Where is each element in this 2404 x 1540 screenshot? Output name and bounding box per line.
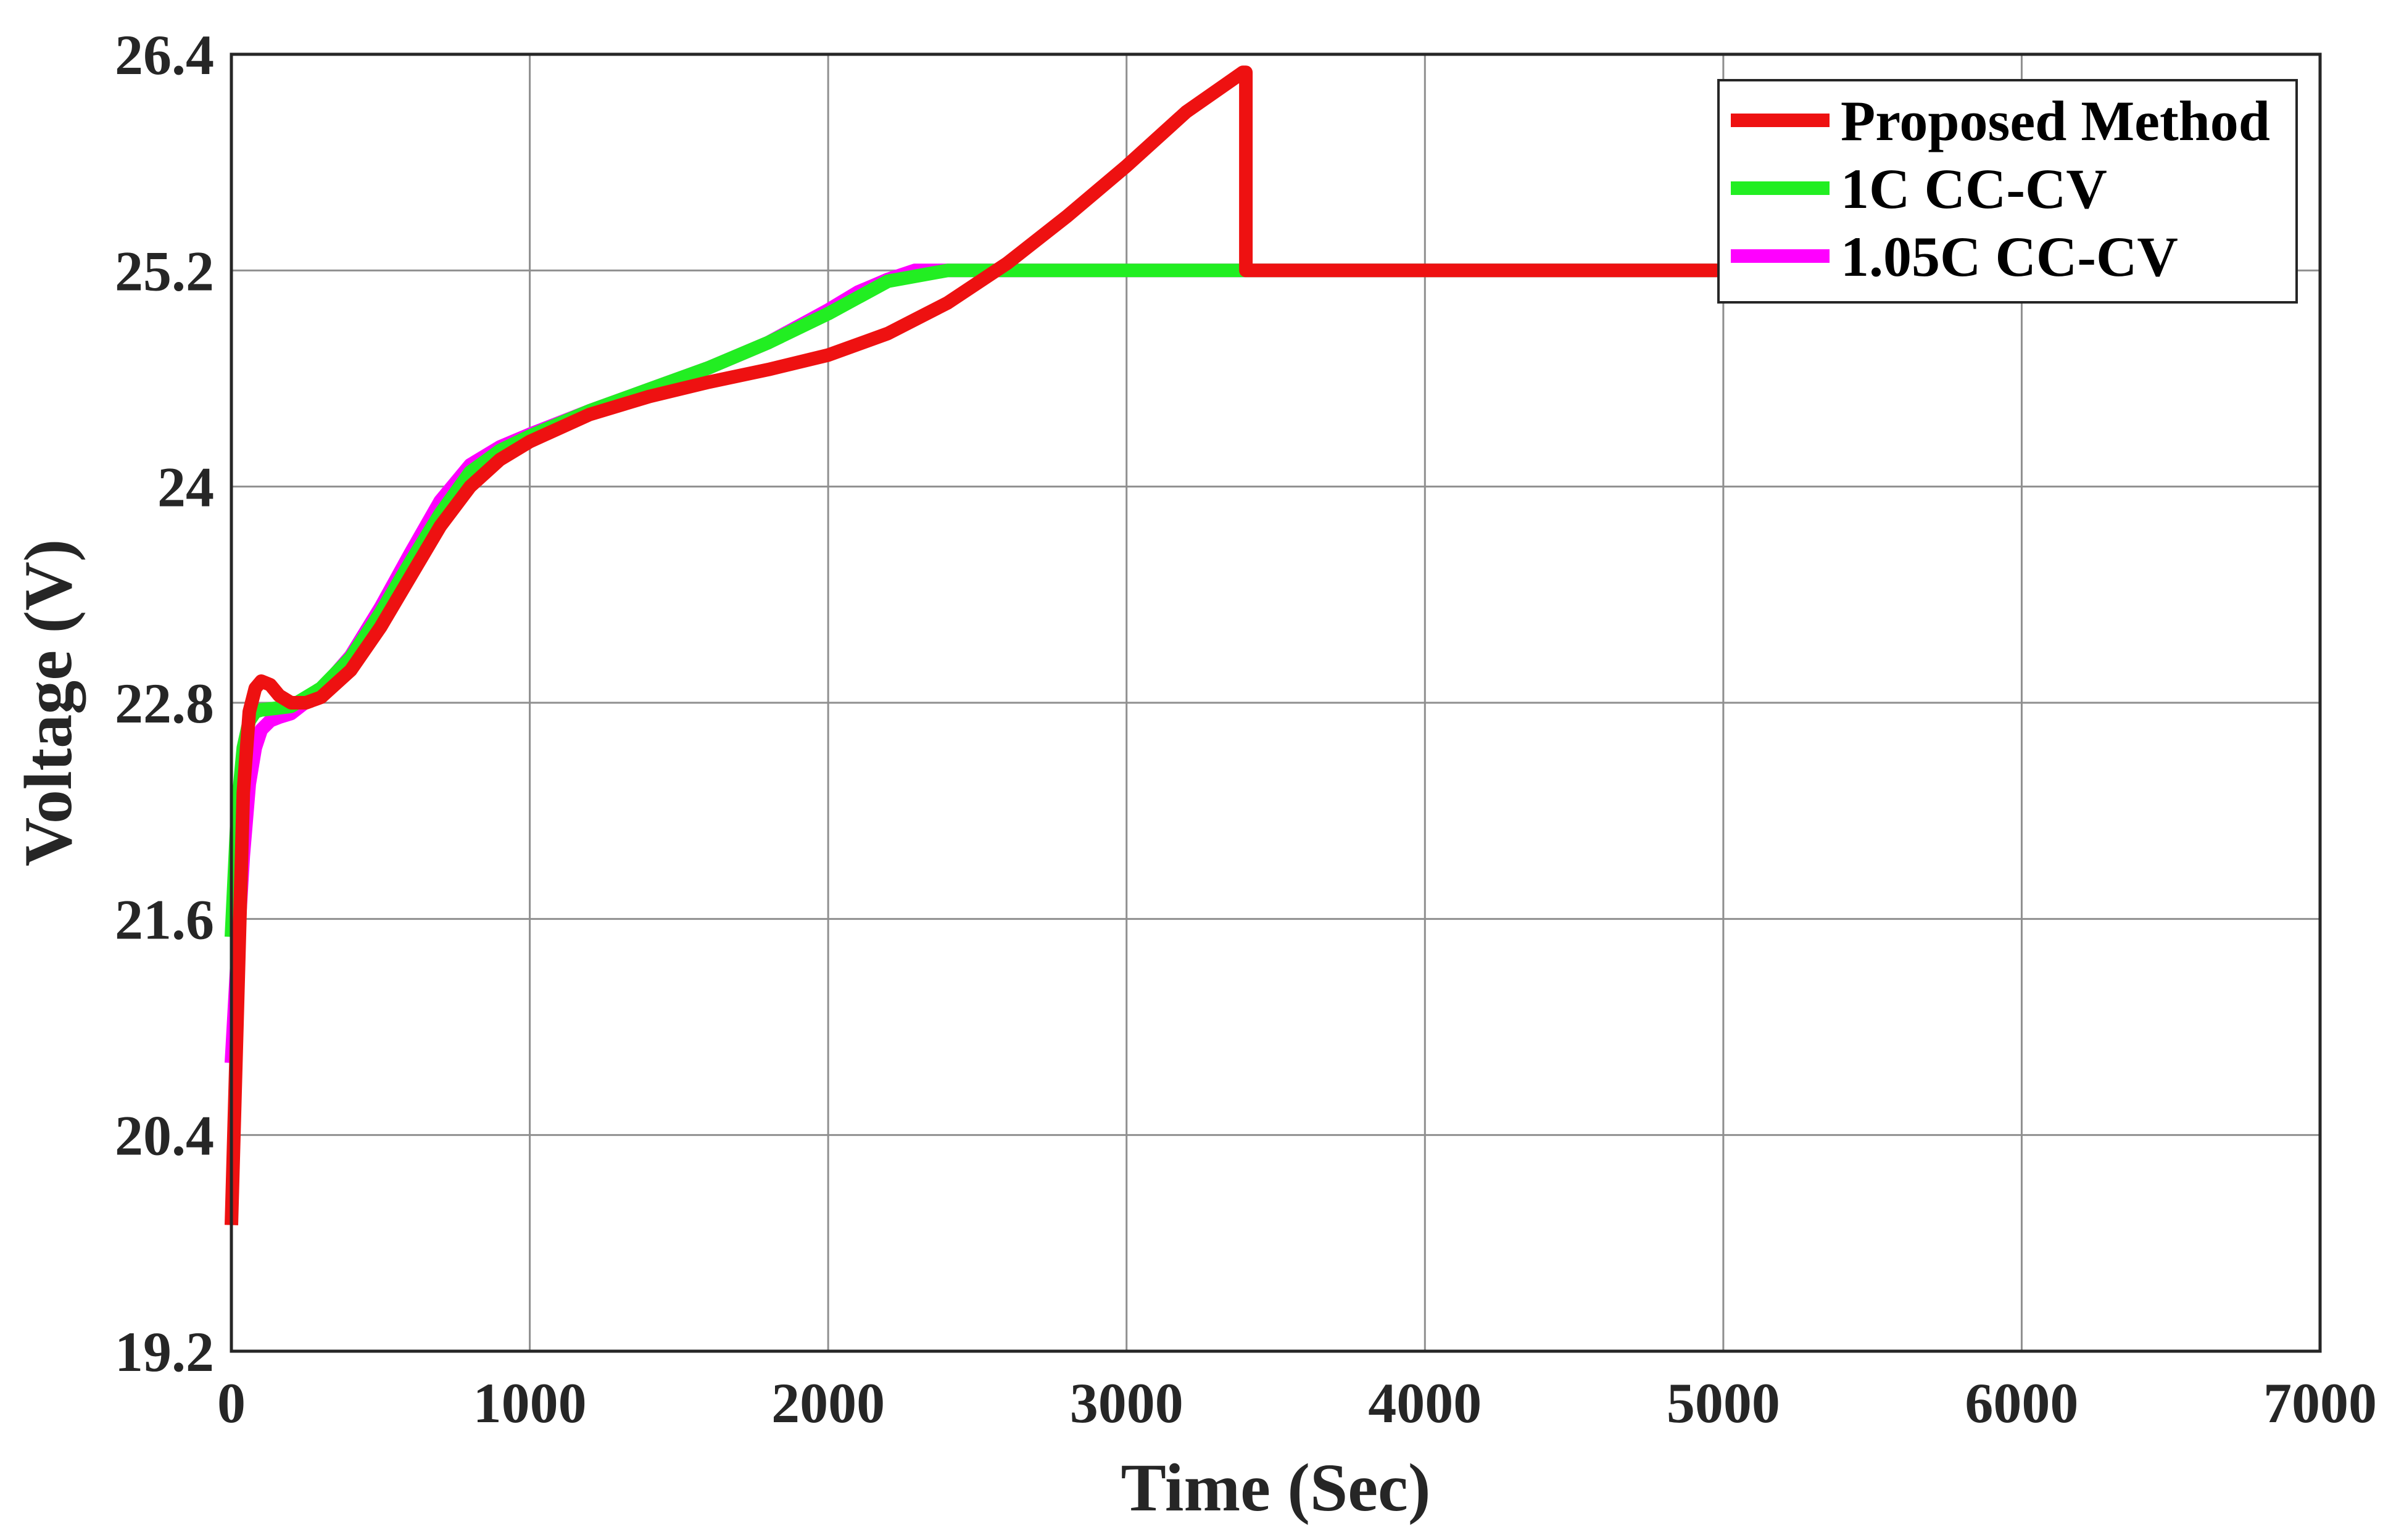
y-tick-label: 19.2	[115, 1320, 214, 1383]
x-axis-label: Time (Sec)	[1121, 1450, 1431, 1525]
legend-label: Proposed Method	[1841, 89, 2270, 152]
legend-label: 1.05C CC-CV	[1841, 225, 2178, 288]
y-tick-label: 21.6	[115, 888, 214, 951]
x-tick-label: 1000	[473, 1372, 587, 1434]
series-layer	[225, 65, 1723, 1225]
x-tick-label: 2000	[771, 1372, 885, 1434]
x-tick-label: 5000	[1667, 1372, 1780, 1434]
y-tick-label: 22.8	[115, 672, 214, 735]
x-tick-label: 3000	[1070, 1372, 1183, 1434]
legend-label: 1C CC-CV	[1841, 157, 2107, 220]
x-tick-label: 0	[217, 1372, 246, 1434]
y-tick-label: 24	[157, 456, 214, 519]
y-tick-label: 25.2	[115, 239, 214, 302]
series-line-1c-cc-cv	[225, 263, 1723, 938]
plot-frame	[230, 52, 2322, 1353]
x-tick-labels: 0 1000 2000 3000 4000 5000 6000 7000	[217, 1372, 2377, 1434]
y-tick-labels: 19.2 20.4 21.6 22.8 24 25.2 26.4	[115, 23, 214, 1383]
y-tick-label: 26.4	[115, 23, 214, 86]
series-line-proposed-method	[225, 65, 1723, 1225]
y-axis-label: Voltage (V)	[10, 539, 86, 867]
series-line-1-05c-cc-cv	[225, 263, 1723, 1064]
y-tick-label: 20.4	[115, 1104, 214, 1167]
x-tick-label: 4000	[1368, 1372, 1482, 1434]
x-tick-label: 6000	[1965, 1372, 2078, 1434]
x-tick-label: 7000	[2263, 1372, 2377, 1434]
